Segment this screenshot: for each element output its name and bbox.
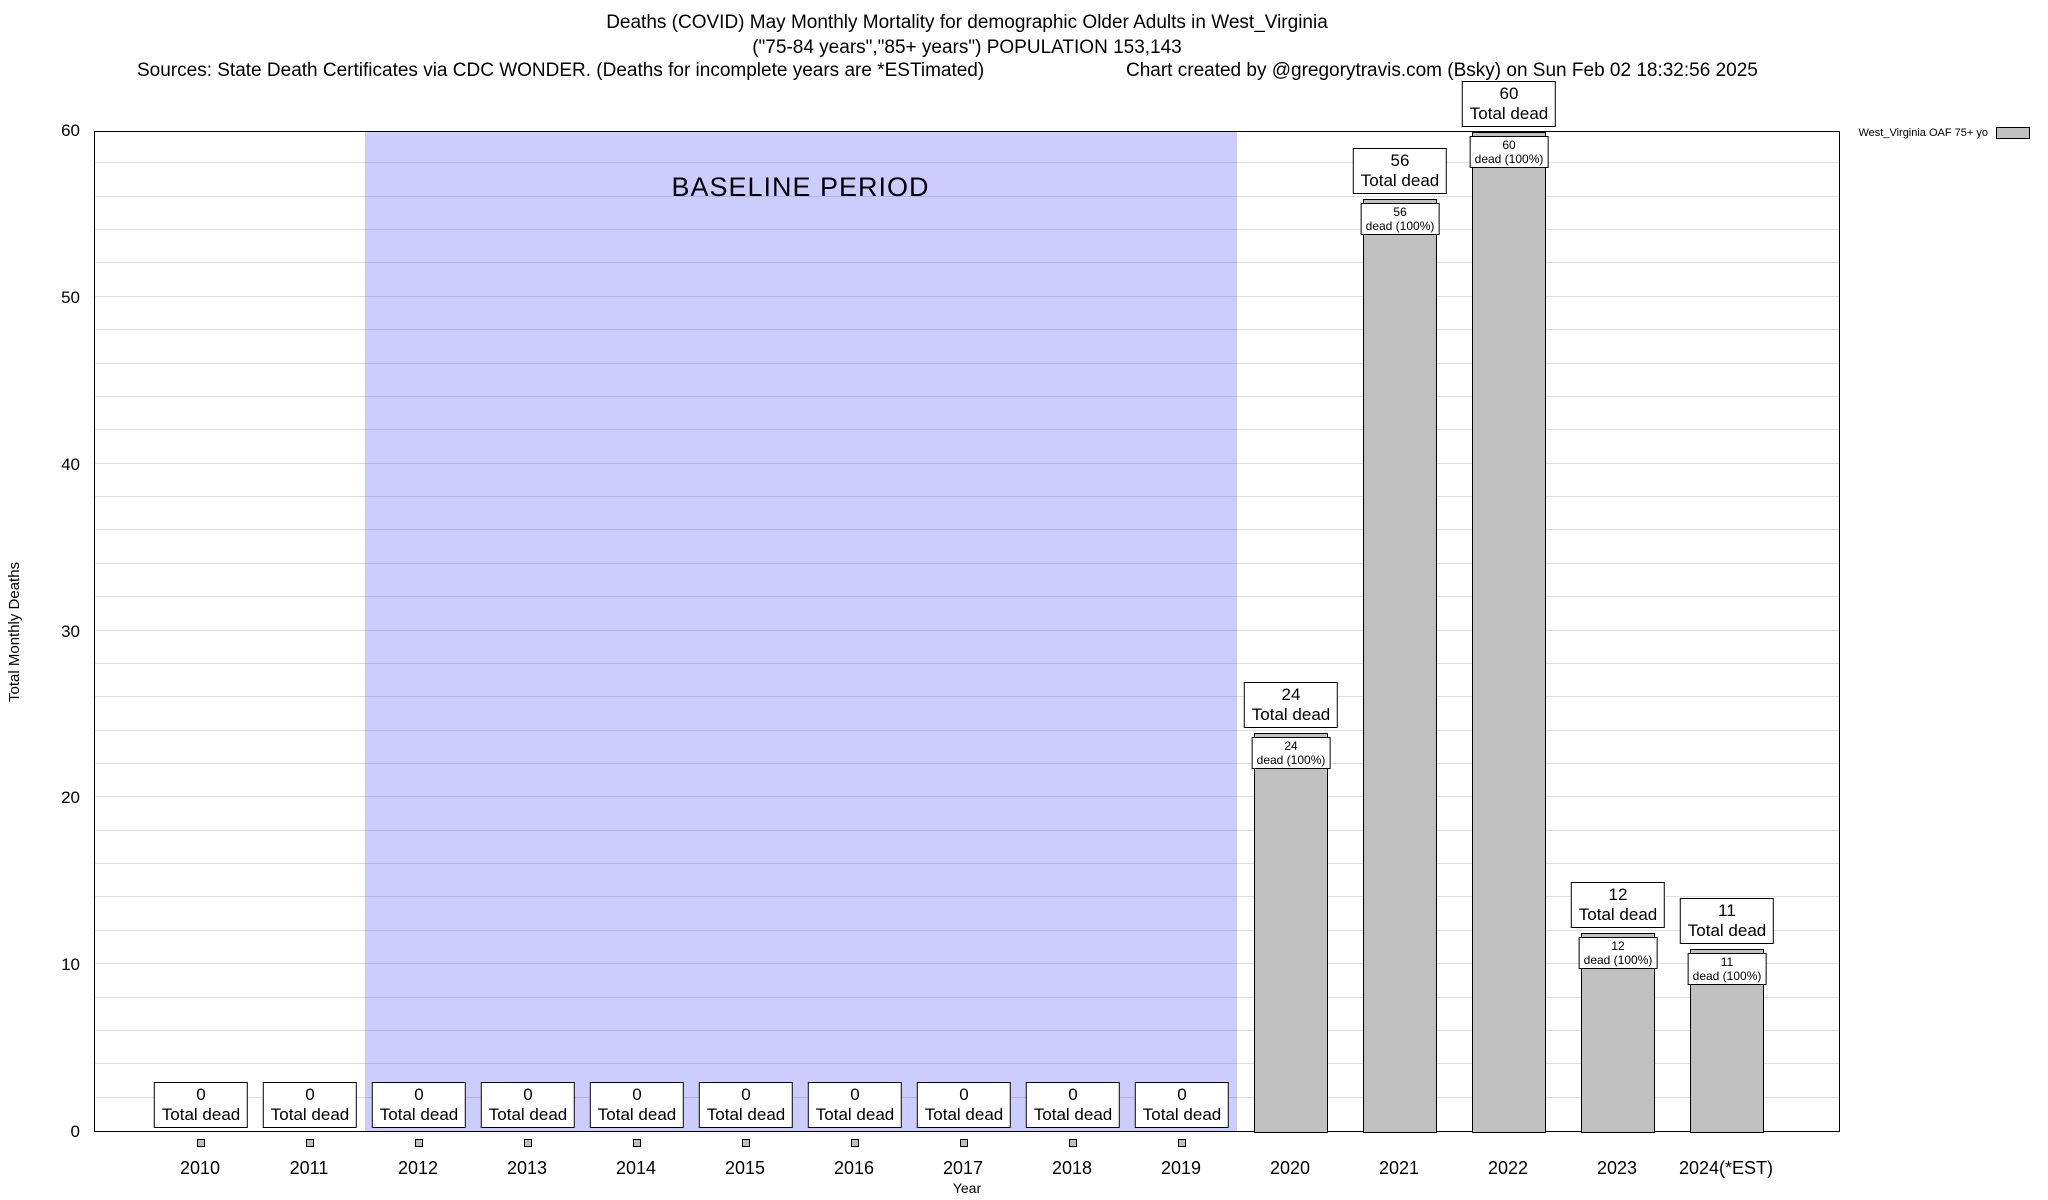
gridline — [95, 295, 1839, 297]
bar-total-label-2010: 0 Total dead — [153, 1082, 249, 1128]
gridline — [95, 662, 1839, 664]
y-axis-tick-labels: 0 10 20 30 40 50 60 — [0, 121, 84, 1141]
x-tick-label-2011: 2011 — [289, 1158, 329, 1178]
bar-2020 — [1254, 732, 1328, 1133]
bar-pct-label-2024(*EST): 11 dead (100%) — [1687, 953, 1767, 986]
gridline — [95, 762, 1839, 764]
gridline — [95, 262, 1839, 264]
gridline — [95, 1063, 1839, 1065]
bar-total-label-2015: 0 Total dead — [698, 1082, 794, 1128]
gridline — [95, 195, 1839, 197]
y-tick-label-20: 20 — [61, 788, 80, 808]
y-tick-label-10: 10 — [61, 955, 80, 975]
zero-value-marker-2015 — [742, 1139, 750, 1147]
bar-total-label-2023: 12 Total dead — [1570, 881, 1666, 928]
x-tick-label-2017: 2017 — [942, 1158, 984, 1178]
bar-total-label-2020: 24 Total dead — [1243, 681, 1339, 728]
gridline — [95, 462, 1839, 464]
sources-note: Sources: State Death Certificates via CD… — [137, 60, 985, 81]
gridline — [95, 796, 1839, 798]
x-tick-label-2018: 2018 — [1051, 1158, 1093, 1178]
y-tick-label-0: 0 — [70, 1122, 80, 1141]
bar-total-label-2016: 0 Total dead — [807, 1082, 903, 1128]
legend-label: West_Virginia OAF 75+ yo — [1858, 127, 1988, 139]
zero-value-marker-2014 — [633, 1139, 641, 1147]
bar-total-label-2012: 0 Total dead — [371, 1082, 467, 1128]
gridline — [95, 996, 1839, 998]
x-tick-label-2022: 2022 — [1487, 1158, 1529, 1178]
credit-note: Chart created by @gregorytravis.com (Bsk… — [1126, 60, 1758, 81]
zero-value-marker-2013 — [524, 1139, 532, 1147]
y-tick-label-40: 40 — [61, 454, 80, 474]
plot-area: BASELINE PERIOD 0 Total dead 0 Total dead 0 T… — [94, 81, 1840, 1147]
gridline — [95, 329, 1839, 331]
x-tick-label-2012: 2012 — [397, 1158, 439, 1178]
y-tick-label-30: 30 — [61, 621, 80, 641]
gridline — [95, 963, 1839, 965]
zero-value-marker-2019 — [1178, 1139, 1186, 1147]
bar-2022 — [1472, 132, 1546, 1133]
zero-value-marker-2016 — [851, 1139, 859, 1147]
bar-pct-label-2020: 24 dead (100%) — [1251, 736, 1331, 769]
gridline — [95, 362, 1839, 364]
x-tick-label-2021: 2021 — [1378, 1158, 1420, 1178]
bar-pct-label-2023: 12 dead (100%) — [1578, 936, 1658, 969]
gridline — [95, 229, 1839, 231]
x-tick-label-2010: 2010 — [179, 1158, 221, 1178]
gridline — [95, 395, 1839, 397]
zero-value-marker-2012 — [415, 1139, 423, 1147]
x-tick-label-2014: 2014 — [615, 1158, 657, 1178]
x-tick-label-2015: 2015 — [724, 1158, 766, 1178]
gridline — [95, 529, 1839, 531]
gridline — [95, 496, 1839, 498]
x-tick-label-2013: 2013 — [506, 1158, 548, 1178]
legend: West_Virginia OAF 75+ yo — [1858, 127, 2030, 139]
zero-value-marker-2017 — [960, 1139, 968, 1147]
bar-total-label-2014: 0 Total dead — [589, 1082, 685, 1128]
gridline — [95, 596, 1839, 598]
bar-pct-label-2021: 56 dead (100%) — [1360, 202, 1440, 235]
baseline-period-region — [364, 132, 1237, 1131]
y-tick-label-50: 50 — [61, 287, 80, 307]
zero-value-marker-2011 — [306, 1139, 314, 1147]
bar-pct-label-2022: 60 dead (100%) — [1469, 136, 1549, 168]
bar-total-label-2018: 0 Total dead — [1025, 1082, 1121, 1128]
bar-total-label-2021: 56 Total dead — [1352, 147, 1448, 194]
y-tick-label-60: 60 — [61, 121, 80, 140]
chart-subtitle: ("75-84 years","85+ years") POPULATION 1… — [752, 37, 1182, 58]
gridline — [95, 162, 1839, 164]
x-axis-title: Year — [952, 1180, 982, 1196]
bar-total-label-2019: 0 Total dead — [1134, 1082, 1230, 1128]
gridline — [95, 562, 1839, 564]
bar-total-label-2011: 0 Total dead — [262, 1082, 358, 1128]
x-tick-label-2023: 2023 — [1596, 1158, 1638, 1178]
zero-value-marker-2018 — [1069, 1139, 1077, 1147]
gridline — [95, 629, 1839, 631]
bar-total-label-2022: 60 Total dead — [1461, 81, 1557, 127]
gridline — [95, 729, 1839, 731]
chart-title: Deaths (COVID) May Monthly Mortality for… — [606, 12, 1328, 33]
gridline — [95, 929, 1839, 931]
bar-total-label-2024(*EST): 11 Total dead — [1679, 898, 1775, 945]
gridline — [95, 829, 1839, 831]
x-tick-label-2024(*EST): 2024(*EST) — [1678, 1158, 1774, 1178]
baseline-period-label: BASELINE PERIOD — [671, 172, 930, 202]
x-tick-label-2019: 2019 — [1160, 1158, 1202, 1178]
bar-total-label-2017: 0 Total dead — [916, 1082, 1012, 1128]
x-tick-label-2020: 2020 — [1269, 1158, 1311, 1178]
bar-2021 — [1363, 198, 1437, 1133]
legend-swatch — [1996, 127, 2030, 139]
zero-value-marker-2010 — [197, 1139, 205, 1147]
gridline — [95, 1029, 1839, 1031]
gridline — [95, 896, 1839, 898]
gridline — [95, 429, 1839, 431]
gridline — [95, 696, 1839, 698]
x-tick-label-2016: 2016 — [833, 1158, 875, 1178]
gridline — [95, 863, 1839, 865]
bar-total-label-2013: 0 Total dead — [480, 1082, 576, 1128]
